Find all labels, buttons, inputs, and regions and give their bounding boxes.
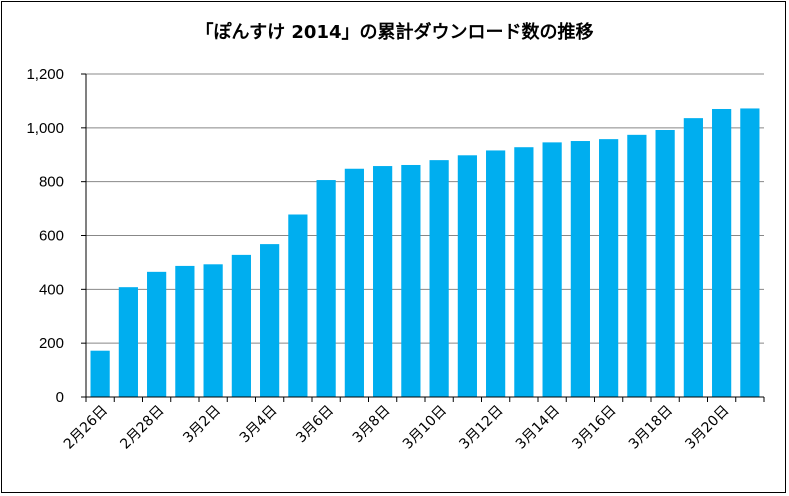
x-tick-label: 3月6日: [293, 403, 337, 447]
bar: [429, 160, 449, 397]
bar: [570, 141, 590, 397]
y-tick-label: 1,200: [26, 66, 64, 83]
y-tick-label: 400: [39, 281, 64, 298]
x-tick-label: 3月2日: [180, 403, 224, 447]
bar: [683, 118, 703, 397]
bar: [599, 139, 619, 397]
bar: [740, 108, 760, 397]
bar: [175, 265, 195, 397]
bar: [260, 244, 280, 397]
y-tick-label: 1,000: [26, 120, 64, 137]
bar: [712, 108, 732, 397]
bar: [401, 164, 421, 397]
bar: [514, 147, 534, 397]
y-tick-labels: 0 200 400 600 800 1,000 1,200: [26, 66, 64, 406]
axes: [81, 73, 765, 402]
x-tick-label: 3月4日: [237, 403, 281, 447]
y-tick-label: 0: [56, 389, 64, 406]
x-tick-label: 3月8日: [350, 403, 394, 447]
bar: [288, 214, 308, 397]
x-tick-label: 3月20日: [682, 403, 732, 453]
x-tick-label: 3月16日: [569, 403, 619, 453]
bar: [90, 350, 110, 397]
bar: [486, 150, 506, 397]
bar: [118, 287, 138, 397]
gridlines: [86, 73, 764, 344]
y-tick-label: 600: [39, 228, 64, 245]
x-tick-label: 2月28日: [117, 403, 167, 453]
bar: [231, 254, 251, 397]
x-tick-label: 2月26日: [61, 403, 111, 453]
bars: [90, 108, 760, 397]
bar: [373, 166, 393, 397]
x-tick-label: 3月18日: [626, 403, 676, 453]
bar: [627, 134, 647, 397]
y-tick-label: 200: [39, 335, 64, 352]
bar: [457, 155, 477, 397]
y-tick-label: 800: [39, 174, 64, 191]
bar: [655, 129, 675, 397]
bar: [203, 264, 223, 397]
x-tick-label: 3月10日: [400, 403, 450, 453]
x-tick-label: 3月14日: [513, 403, 563, 453]
bar: [147, 271, 167, 397]
bar: [344, 168, 364, 397]
x-tick-labels: 2月26日 2月28日 3月2日 3月4日 3月6日 3月8日 3月10日 3月12日 3月14…: [61, 403, 733, 453]
x-tick-label: 3月12日: [456, 403, 506, 453]
chart-title: 「ぽんすけ 2014」の累計ダウンロード数の推移: [195, 22, 594, 43]
bar: [316, 180, 336, 397]
bar: [542, 142, 562, 397]
